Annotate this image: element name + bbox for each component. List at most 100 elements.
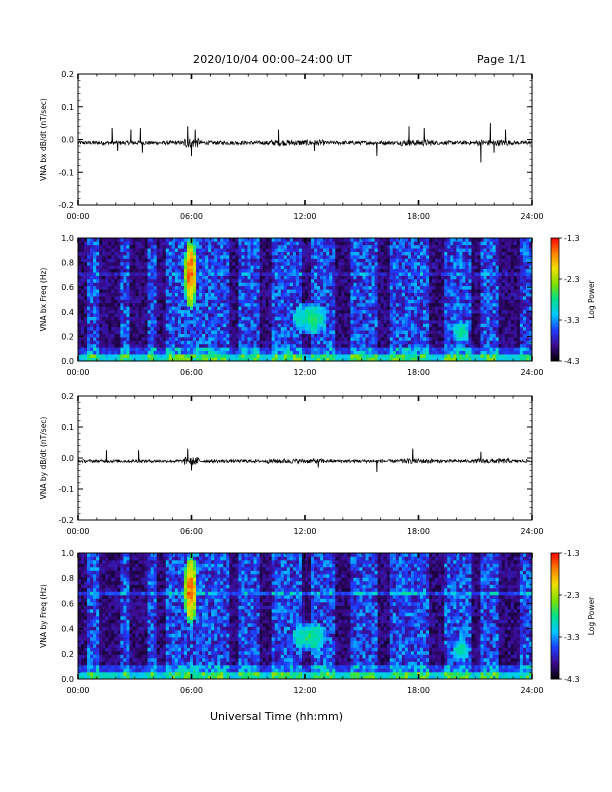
spectrogram-cell [353,350,357,355]
spectrogram-cell [186,292,191,297]
spectrogram-cell [459,238,463,242]
spectrogram-cell [162,251,167,256]
spectrogram-cell [474,347,478,352]
spectrogram-cell [344,313,348,317]
spectrogram-cell [404,350,409,355]
spectrogram-cell [180,279,185,283]
spectrogram-cell [289,343,294,348]
spectrogram-cell [416,265,421,270]
spectrogram-cell [135,343,139,348]
spectrogram-cell [335,337,339,341]
spectrogram-cell [102,282,106,287]
spectrogram-cell [326,306,330,311]
spectrogram-cell [159,244,164,249]
spectrogram-cell [450,261,454,266]
spectrogram-cell [96,354,100,358]
spectrogram-cell [326,275,330,280]
spectrogram-cell [474,316,478,321]
spectrogram-cell [262,255,266,259]
spectrogram-cell [362,255,366,259]
spectrogram-cell [156,320,161,324]
spectrogram-cell [78,296,82,300]
spectrogram-cell [87,320,91,324]
spectrogram-cell [126,261,130,266]
spectrogram-cell [202,241,206,246]
spectrogram-cell [314,357,318,362]
spectrogram-cell [268,272,273,276]
spectrogram-cell [395,275,400,280]
spectrogram-cell [196,323,200,328]
spectrogram-cell [214,261,218,266]
spectrogram-cell [135,265,139,270]
spectrogram-cell [244,265,248,270]
spectrogram-cell [271,340,276,345]
spectrogram-cell [199,306,203,311]
spectrogram-cell [81,350,85,355]
spectrogram-cell [141,347,145,352]
spectrogram-cell [292,251,297,256]
spectrogram-cell [347,302,351,307]
spectrogram-cell [84,248,88,252]
spectrogram-cell [229,299,233,304]
spectrogram-cell [301,258,306,263]
spectrogram-cell [341,330,345,334]
spectrogram-cell [96,265,100,270]
y-axis-label: VNA bx dB/dt (nT/sec) [39,98,48,181]
spectrogram-cell [250,251,254,256]
spectrogram-cell [295,309,300,314]
spectrogram-cell [368,299,372,304]
spectrogram-cell [114,299,118,304]
spectrogram-cell [102,354,106,358]
spectrogram-cell [426,326,430,331]
spectrogram-cell [108,347,112,352]
spectrogram-cell [383,309,388,314]
spectrogram-cell [162,354,167,358]
spectrogram-cell [265,343,269,348]
spectrogram-cell [180,292,185,297]
spectrogram-cell [199,285,203,290]
spectrogram-cell [205,323,209,328]
spectrogram-cell [407,357,412,362]
spectrogram-cell [220,313,224,317]
spectrogram-cell [341,258,345,263]
spectrogram-cell [135,272,139,276]
spectrogram-cell [438,265,442,270]
spectrogram-cell [353,248,357,252]
spectrogram-cell [341,313,345,317]
spectrogram-cell [329,296,333,300]
spectrogram-cell [371,302,375,307]
spectrogram-cell [441,282,445,287]
spectrogram-cell [78,323,82,328]
spectrogram-cell [171,347,176,352]
spectrogram-cell [398,255,403,259]
spectrogram-cell [174,282,179,287]
spectrogram-cell [277,285,282,290]
spectrogram-cell [277,244,282,249]
spectrogram-cell [120,326,124,331]
spectrogram-cell [123,306,127,311]
spectrogram-cell [126,320,130,324]
spectrogram-cell [99,350,103,355]
spectrogram-cell [189,296,194,300]
spectrogram-cell [323,296,327,300]
spectrogram-cell [202,289,206,293]
spectrogram-cell [380,261,384,266]
spectrogram-cell [444,251,448,256]
spectrogram-cell [335,272,339,276]
spectrogram-cell [371,251,375,256]
spectrogram-cell [277,258,282,263]
spectrogram-cell [247,313,251,317]
spectrogram-cell [386,265,391,270]
spectrogram-cell [338,340,342,345]
spectrogram-cell [292,275,297,280]
spectrogram-cell [435,296,439,300]
spectrogram-cell [205,306,209,311]
spectrogram-cell [162,320,167,324]
spectrogram-cell [298,238,303,242]
spectrogram-cell [177,248,182,252]
spectrogram-cell [435,357,439,362]
spectrogram-cell [250,292,254,297]
spectrogram-cell [305,343,309,348]
spectrogram-cell [377,258,381,263]
spectrogram-cell [317,296,321,300]
